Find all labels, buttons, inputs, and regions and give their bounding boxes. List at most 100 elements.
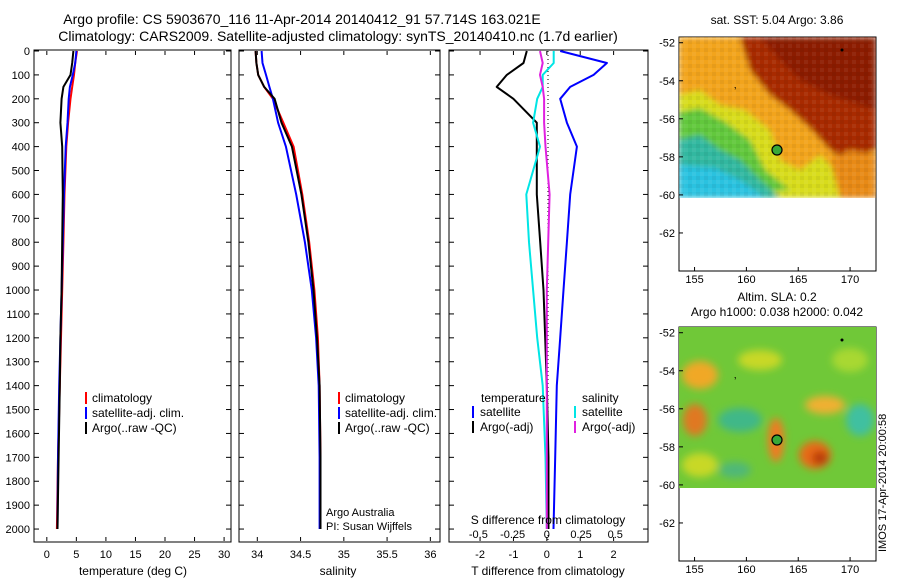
depth-tick-label: 1600 <box>6 428 30 440</box>
difference-panel: -2 -1 0 1 2 -0.5 -0.25 0 0.25 0.5 S difference fr… <box>448 49 649 578</box>
map-lat-tick-label: -58 <box>659 442 675 454</box>
depth-tick-label: 1800 <box>6 476 30 488</box>
map-lat-tick-label: -56 <box>659 114 675 126</box>
depth-tick-label: 400 <box>12 142 30 154</box>
temperature-x-tick-label: 20 <box>159 549 171 561</box>
salinity-x-tick-label: 34.5 <box>290 549 311 561</box>
annotation-pi: PI: Susan Wijffels <box>326 521 412 533</box>
sst-argo-position-marker <box>771 144 783 156</box>
map-lat-tick-label: -54 <box>659 366 675 378</box>
temperature-x-tick-label: 10 <box>100 549 112 561</box>
difference-series-line-2 <box>525 51 555 530</box>
legend-label-s-argo: Argo(-adj) <box>582 420 635 434</box>
depth-tick-label: 900 <box>12 261 30 273</box>
legend-label-t-satellite: satellite <box>480 405 521 419</box>
salinity-series-line-2 <box>254 50 322 529</box>
depth-tick-label: 800 <box>12 237 30 249</box>
legend-heading-salinity: salinity <box>582 391 619 405</box>
map-lon-tick-label: 170 <box>841 274 859 286</box>
salinity-series <box>254 50 322 529</box>
depth-axis-ticks: 0 100 200 300 400 500 600 700 800 900 1000 1100 1200… <box>6 46 231 536</box>
sst-map-panel: sat. SST: 5.04 Argo: 3.86 155 160 165 170 -5… <box>659 13 877 286</box>
salinity-x-tick-label: 34 <box>251 549 263 561</box>
sst-land-marker: ʼ <box>734 86 736 98</box>
salinity-y-ticks <box>239 50 440 530</box>
difference-x-tick-label: -1 <box>509 549 519 561</box>
salinity-panel: 34 34.5 35 35.5 36 salinity climatology sate… <box>238 49 441 578</box>
depth-tick-label: 1400 <box>6 381 30 393</box>
legend-label-satellite-adj: satellite-adj. clim. <box>92 406 184 420</box>
difference-series-line-0 <box>552 50 608 530</box>
legend-label-climatology: climatology <box>345 391 405 405</box>
sla-heatmap <box>679 327 876 488</box>
map-lon-tick-label: 160 <box>737 274 755 286</box>
header-line-1: Argo profile: CS 5903670_116 11-Apr-2014… <box>63 11 540 27</box>
sla-map-title: Altim. SLA: 0.2 <box>737 290 817 304</box>
legend-label-climatology: climatology <box>92 391 152 405</box>
difference-series-line-3 <box>539 50 551 529</box>
depth-tick-label: 1000 <box>6 285 30 297</box>
depth-tick-label: 1900 <box>6 500 30 512</box>
map-lon-tick-label: 155 <box>685 564 703 576</box>
sla-map-subtitle: Argo h1000: 0.038 h2000: 0.042 <box>691 305 863 319</box>
map-lat-tick-label: -60 <box>659 480 675 492</box>
map-lat-tick-label: -58 <box>659 152 675 164</box>
salinity-x-axis: 34 34.5 35 35.5 36 <box>251 51 436 561</box>
temperature-series-line-2 <box>56 50 75 530</box>
temperature-plot-frame <box>33 49 232 543</box>
temperature-panel: 0100200300400500600700800900100011001200… <box>6 46 232 578</box>
depth-tick-label: 1100 <box>6 309 30 321</box>
map-lon-tick-label: 165 <box>789 564 807 576</box>
map-lon-tick-label: 165 <box>789 274 807 286</box>
depth-tick-label: 1500 <box>6 405 30 417</box>
difference-x-tick-label: -2 <box>475 549 485 561</box>
sla-small-island-marker <box>840 338 844 342</box>
map-lat-tick-label: -54 <box>659 76 675 88</box>
s-difference-tick-label: 0.5 <box>608 529 623 541</box>
depth-tick-label: 700 <box>12 213 30 225</box>
difference-series <box>495 50 608 530</box>
sla-land-marker: ʼ <box>734 376 736 388</box>
salinity-axis-label: salinity <box>320 564 357 578</box>
annotation-argo-australia: Argo Australia <box>326 507 395 519</box>
salinity-x-tick-label: 35 <box>338 549 350 561</box>
s-difference-tick-label: 0.25 <box>570 529 591 541</box>
map-lat-tick-label: -52 <box>659 328 675 340</box>
sla-map-panel: Altim. SLA: 0.2 Argo h1000: 0.038 h2000:… <box>659 290 877 576</box>
map-lat-tick-label: -56 <box>659 404 675 416</box>
map-lat-tick-label: -60 <box>659 190 675 202</box>
map-lat-tick-label: -62 <box>659 228 675 240</box>
sst-map-title: sat. SST: 5.04 Argo: 3.86 <box>711 13 844 27</box>
temperature-legend: climatology satellite-adj. clim. Argo(..… <box>85 391 184 435</box>
temperature-series <box>55 50 78 530</box>
sla-map-ticks: 155 160 165 170 -52 -54 -56 -58 -60 -62 <box>659 328 859 576</box>
sst-map-ticks: 155 160 165 170 -52 -54 -56 -58 -60 -62 <box>659 38 859 286</box>
legend-label-t-argo: Argo(-adj) <box>480 420 533 434</box>
depth-tick-label: 1200 <box>6 333 30 345</box>
header-line-2: Climatology: CARS2009. Satellite-adjuste… <box>58 28 618 44</box>
salinity-x-tick-label: 36 <box>424 549 436 561</box>
depth-tick-label: 2000 <box>6 524 30 536</box>
map-lon-tick-label: 170 <box>841 564 859 576</box>
temperature-x-axis: 0 5 10 15 20 25 30 <box>44 51 230 561</box>
temperature-x-tick-label: 0 <box>44 549 50 561</box>
sst-heatmap <box>679 37 876 198</box>
difference-y-ticks <box>449 50 648 530</box>
t-difference-axis-label: T difference from climatology <box>471 564 625 578</box>
depth-tick-label: 500 <box>12 166 30 178</box>
imos-timestamp-stamp: IMOS 17-Apr-2014 20:00:58 <box>872 330 894 552</box>
salinity-plot-frame <box>238 49 441 543</box>
s-difference-tick-label: 0 <box>544 529 550 541</box>
s-difference-axis-label: S difference from climatology <box>471 513 626 527</box>
s-difference-tick-label: -0.25 <box>500 529 525 541</box>
map-lon-tick-label: 160 <box>737 564 755 576</box>
map-lat-tick-label: -52 <box>659 38 675 50</box>
temperature-x-tick-label: 15 <box>129 549 141 561</box>
temperature-x-tick-label: 30 <box>218 549 230 561</box>
salinity-x-tick-label: 35.5 <box>376 549 397 561</box>
imos-timestamp-text: IMOS 17-Apr-2014 20:00:58 <box>877 414 889 552</box>
depth-tick-label: 100 <box>12 70 30 82</box>
depth-tick-label: 200 <box>12 94 30 106</box>
difference-x-tick-label: 1 <box>577 549 583 561</box>
